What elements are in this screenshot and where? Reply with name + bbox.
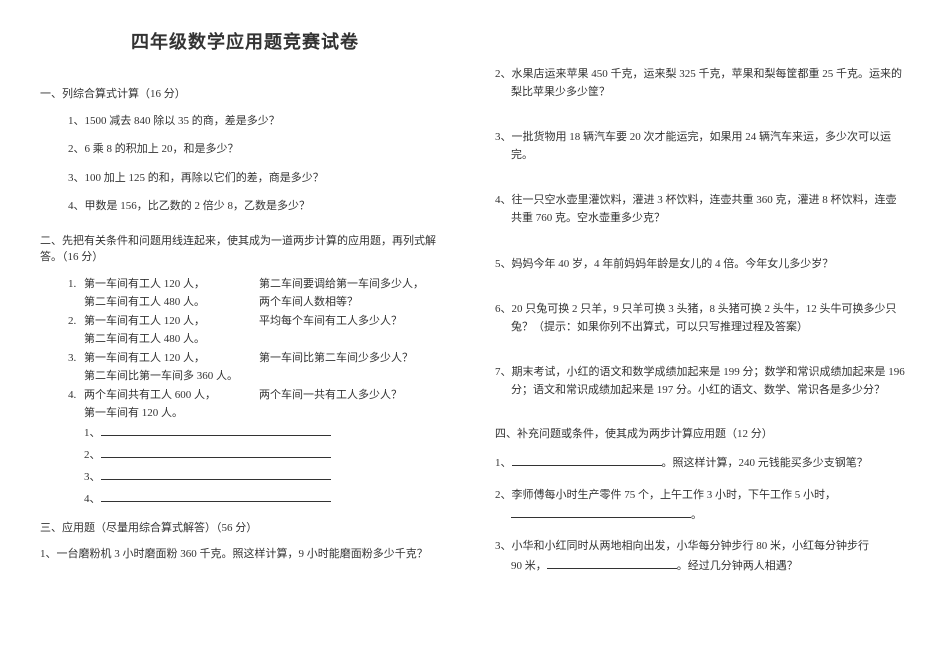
s2-item-2-line2: 第二车间有工人 480 人。 — [40, 331, 450, 348]
s4-q1-text: 。照这样计算，240 元钱能买多少支钢笔？ — [662, 457, 868, 469]
s1-q4: 4、甲数是 156，比乙数的 2 倍少 8，乙数是多少？ — [40, 198, 450, 215]
s2-i2-l2: 第二车间有工人 480 人。 — [84, 333, 205, 345]
s3-q3: 3、一批货物用 18 辆汽车要 20 次才能运完，如果用 24 辆汽车来运，多少… — [495, 129, 905, 164]
s2-item-4-line1: 4.两个车间共有工人 600 人， 两个车间一共有工人多少人？ — [40, 387, 450, 404]
blank-underline — [101, 491, 331, 502]
section-4-header: 四、补充问题或条件，使其成为两步计算应用题（12 分） — [495, 426, 905, 443]
s2-blank-1-num: 1、 — [84, 427, 101, 439]
s2-blank-2-num: 2、 — [84, 449, 101, 461]
s3-q7: 7、期末考试，小红的语文和数学成绩加起来是 199 分；数学和常识成绩加起来是 … — [495, 364, 905, 399]
blank-underline — [101, 469, 331, 480]
s4-q1: 1、 。照这样计算，240 元钱能买多少支钢笔？ — [495, 454, 905, 474]
s1-q2: 2、6 乘 8 的积加上 20，和是多少？ — [40, 141, 450, 158]
s3-q1: 1、一台磨粉机 3 小时磨面粉 360 千克。照这样计算，9 小时能磨面粉多少千… — [40, 546, 450, 563]
section-2-header-text: 二、先把有关条件和问题用线连起来，使其成为一道两步计算的应用题，再列式解答。（1… — [40, 235, 436, 264]
s4-q3-line1: 3、小华和小红同时从两地相向出发，小华每分钟步行 80 米，小红每分钟步行 — [495, 540, 869, 552]
section-3-header: 三、应用题（尽量用综合算式解答）（56 分） — [40, 520, 450, 537]
s4-q2: 2、李师傅每小时生产零件 75 个，上午工作 3 小时，下午工作 5 小时， 。 — [495, 486, 905, 526]
s4-q3-line2a: 90 米， — [511, 560, 547, 572]
s2-blank-3-num: 3、 — [84, 471, 101, 483]
s2-i2-l1: 第一车间有工人 120 人， — [84, 315, 205, 327]
s2-i3-r2 — [259, 368, 450, 385]
s2-item-4-line2: 第一车间有 120 人。 — [40, 405, 450, 422]
s1-q1: 1、1500 减去 840 除以 35 的商，差是多少？ — [40, 113, 450, 130]
page-title: 四年级数学应用题竞赛试卷 — [40, 28, 450, 54]
blank-underline — [512, 455, 662, 466]
s4-q2-text: 2、李师傅每小时生产零件 75 个，上午工作 3 小时，下午工作 5 小时， — [495, 489, 836, 501]
s1-q3: 3、100 加上 125 的和，再除以它们的差，商是多少？ — [40, 170, 450, 187]
s2-i1-r1: 第二车间要调给第一车间多少人， — [259, 276, 450, 293]
s2-i2-r2 — [259, 331, 450, 348]
s3-q5: 5、妈妈今年 40 岁，4 年前妈妈年龄是女儿的 4 倍。今年女儿多少岁？ — [495, 256, 905, 274]
s2-i3-l2: 第二车间比第一车间多 360 人。 — [84, 370, 238, 382]
s2-item-1-line1: 1.第一车间有工人 120 人， 第二车间要调给第一车间多少人， — [40, 276, 450, 293]
s2-blank-4: 4、 — [40, 490, 450, 506]
s2-item-3-line1: 3.第一车间有工人 120 人， 第一车间比第二车间少多少人？ — [40, 350, 450, 367]
s2-i1-num: 1. — [68, 276, 84, 293]
s3-q6: 6、20 只兔可换 2 只羊，9 只羊可换 3 头猪，8 头猪可换 2 头牛，1… — [495, 301, 905, 336]
s2-i4-r2 — [259, 405, 450, 422]
blank-underline — [547, 558, 677, 569]
s2-item-1-line2: 第二车间有工人 480 人。 两个车间人数相等？ — [40, 294, 450, 311]
s2-blank-3: 3、 — [40, 468, 450, 484]
s2-i2-r1: 平均每个车间有工人多少人？ — [259, 313, 450, 330]
s2-i3-r1: 第一车间比第二车间少多少人？ — [259, 350, 450, 367]
left-column: 四年级数学应用题竞赛试卷 一、列综合算式计算（16 分） 1、1500 减去 8… — [40, 28, 480, 635]
section-2-header: 二、先把有关条件和问题用线连起来，使其成为一道两步计算的应用题，再列式解答。（1… — [40, 233, 450, 266]
s2-blank-1: 1、 — [40, 424, 450, 440]
s2-i4-r1: 两个车间一共有工人多少人？ — [259, 387, 450, 404]
section-1-header: 一、列综合算式计算（16 分） — [40, 86, 450, 103]
blank-underline — [511, 507, 691, 518]
s3-q4: 4、往一只空水壶里灌饮料，灌进 3 杯饮料，连壶共重 360 克，灌进 8 杯饮… — [495, 192, 905, 227]
s2-item-3-line2: 第二车间比第一车间多 360 人。 — [40, 368, 450, 385]
s4-q3-line2b: 。经过几分钟两人相遇？ — [677, 560, 798, 572]
s2-i1-l1: 第一车间有工人 120 人， — [84, 278, 205, 290]
s2-blank-2: 2、 — [40, 446, 450, 462]
s2-i2-num: 2. — [68, 313, 84, 330]
s2-blank-4-num: 4、 — [84, 493, 101, 505]
s4-q3: 3、小华和小红同时从两地相向出发，小华每分钟步行 80 米，小红每分钟步行 90… — [495, 537, 905, 577]
s2-i3-l1: 第一车间有工人 120 人， — [84, 352, 205, 364]
s2-i1-r2: 两个车间人数相等？ — [259, 294, 450, 311]
s3-q2: 2、水果店运来苹果 450 千克，运来梨 325 千克，苹果和梨每筐都重 25 … — [495, 66, 905, 101]
s2-item-2-line1: 2.第一车间有工人 120 人， 平均每个车间有工人多少人？ — [40, 313, 450, 330]
blank-underline — [101, 425, 331, 436]
s2-i4-l2: 第一车间有 120 人。 — [84, 407, 183, 419]
s2-i3-num: 3. — [68, 350, 84, 367]
s4-q1-num: 1、 — [495, 457, 512, 469]
right-column: 2、水果店运来苹果 450 千克，运来梨 325 千克，苹果和梨每筐都重 25 … — [480, 28, 905, 635]
s2-i4-num: 4. — [68, 387, 84, 404]
blank-underline — [101, 447, 331, 458]
s2-i4-l1: 两个车间共有工人 600 人， — [84, 389, 216, 401]
s2-i1-l2: 第二车间有工人 480 人。 — [84, 296, 205, 308]
